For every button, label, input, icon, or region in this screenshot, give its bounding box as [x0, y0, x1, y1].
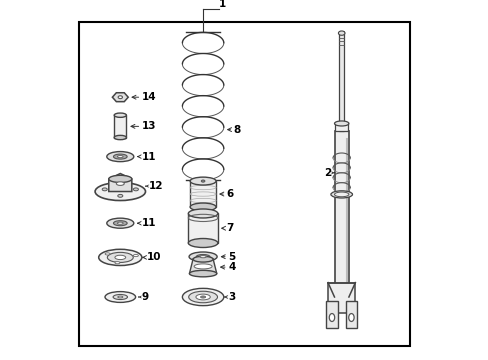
Text: 11: 11 [138, 218, 156, 228]
Ellipse shape [113, 221, 127, 226]
Ellipse shape [118, 194, 122, 197]
Ellipse shape [117, 156, 123, 158]
Text: 1: 1 [219, 0, 226, 9]
Bar [345, 301, 356, 328]
Polygon shape [108, 174, 132, 192]
Ellipse shape [190, 203, 216, 211]
Ellipse shape [116, 182, 124, 185]
Ellipse shape [190, 177, 216, 185]
Ellipse shape [106, 218, 134, 228]
Ellipse shape [338, 31, 344, 35]
Ellipse shape [113, 294, 127, 300]
Text: 9: 9 [138, 292, 149, 302]
Text: 13: 13 [131, 121, 156, 131]
Polygon shape [189, 259, 216, 274]
Ellipse shape [133, 255, 138, 257]
Bar [334, 131, 348, 297]
Text: 11: 11 [138, 152, 156, 162]
Ellipse shape [334, 192, 348, 197]
Ellipse shape [133, 188, 138, 191]
Ellipse shape [99, 249, 142, 266]
Ellipse shape [113, 154, 127, 159]
Bar [190, 181, 216, 207]
Ellipse shape [328, 314, 334, 321]
Ellipse shape [118, 96, 122, 99]
Ellipse shape [115, 262, 120, 264]
Ellipse shape [188, 238, 218, 248]
Bar [335, 123, 347, 131]
Text: 6: 6 [220, 189, 233, 199]
Ellipse shape [330, 191, 352, 198]
Ellipse shape [188, 209, 218, 218]
Ellipse shape [348, 314, 353, 321]
Text: 8: 8 [227, 125, 241, 135]
Text: 3: 3 [224, 292, 235, 302]
Ellipse shape [182, 288, 224, 306]
Ellipse shape [118, 296, 122, 298]
Ellipse shape [102, 188, 107, 191]
Ellipse shape [117, 222, 123, 224]
Ellipse shape [194, 264, 212, 269]
Ellipse shape [107, 252, 133, 262]
Ellipse shape [106, 152, 134, 162]
Ellipse shape [108, 175, 132, 183]
Ellipse shape [189, 270, 216, 277]
Text: 2: 2 [323, 168, 334, 178]
Text: 5: 5 [221, 252, 235, 262]
Ellipse shape [189, 252, 217, 261]
Ellipse shape [201, 180, 204, 182]
Text: 7: 7 [221, 223, 233, 233]
Ellipse shape [105, 253, 110, 255]
Ellipse shape [95, 183, 145, 201]
Bar [188, 213, 218, 243]
Ellipse shape [334, 121, 348, 126]
Text: 12: 12 [145, 181, 163, 191]
Ellipse shape [196, 255, 209, 259]
Ellipse shape [114, 113, 126, 117]
Polygon shape [112, 93, 128, 102]
Ellipse shape [200, 256, 206, 258]
Ellipse shape [114, 135, 126, 140]
Bar [334, 284, 348, 297]
Ellipse shape [115, 255, 125, 260]
Ellipse shape [105, 292, 135, 302]
Bar [327, 283, 355, 313]
Text: 4: 4 [220, 262, 235, 272]
Ellipse shape [200, 296, 205, 298]
Bar [114, 115, 126, 138]
Ellipse shape [188, 291, 217, 303]
Ellipse shape [193, 256, 213, 262]
Bar [325, 301, 337, 328]
Ellipse shape [196, 294, 210, 300]
Text: 10: 10 [142, 252, 162, 262]
Text: 14: 14 [132, 92, 156, 102]
Bar [339, 32, 344, 131]
